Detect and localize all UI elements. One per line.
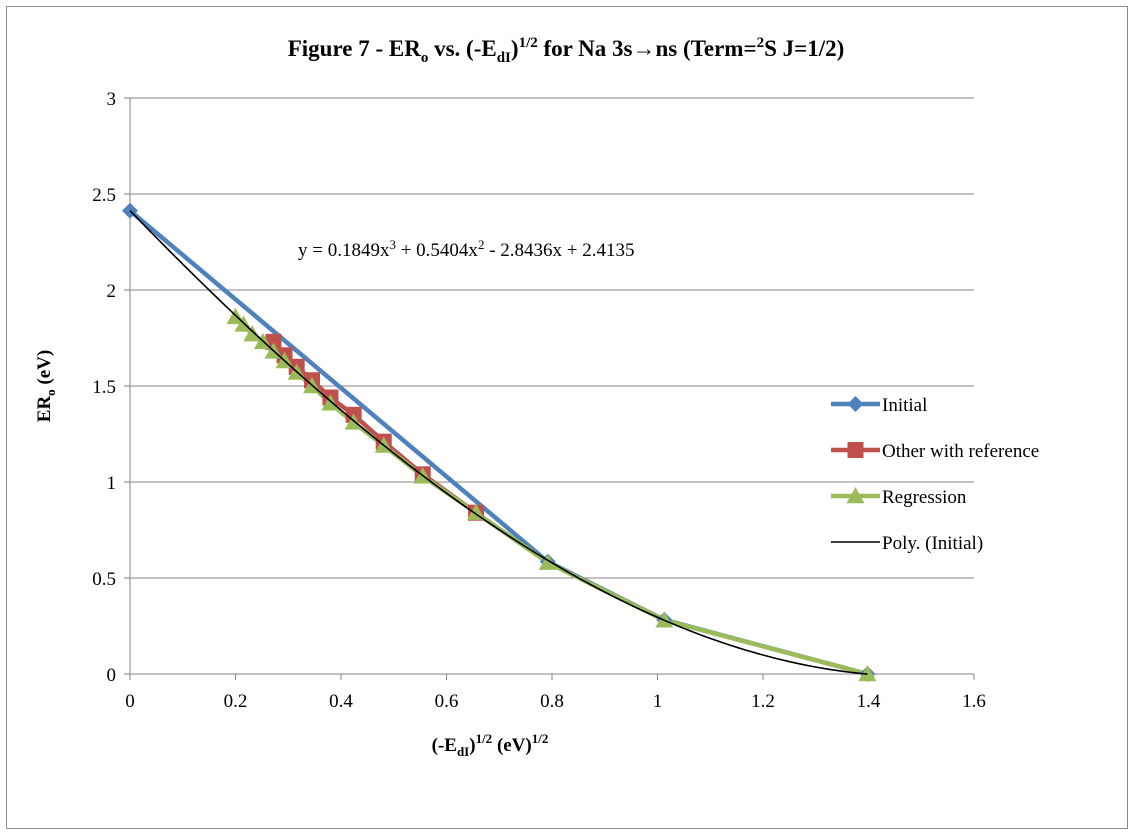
y-tick-label: 0 (107, 665, 117, 686)
x-tick-label: 0 (125, 691, 135, 712)
data-point (467, 503, 486, 520)
y-tick-label: 2 (107, 281, 117, 302)
trendline (129, 210, 868, 675)
y-tick-label: 0.5 (92, 569, 116, 590)
grid-lines (130, 97, 974, 579)
y-tick-label: 3 (107, 89, 117, 110)
y-tick-label: 1 (107, 473, 117, 494)
plot-series (122, 202, 877, 682)
x-tick-label: 0.6 (435, 691, 459, 712)
data-point (858, 665, 877, 682)
legend-marker (847, 442, 864, 458)
data-point (655, 611, 674, 628)
chart-border (6, 6, 1128, 829)
legend-label: Poly. (Initial) (882, 533, 983, 554)
legend-label: Initial (882, 395, 927, 416)
x-tick-label: 0.2 (224, 691, 248, 712)
y-tick-label: 2.5 (92, 185, 116, 206)
x-tick-label: 0.4 (329, 691, 353, 712)
x-tick-label: 0.8 (540, 691, 564, 712)
legend-marker (846, 487, 865, 504)
data-point (243, 325, 262, 342)
trendline-equation: y = 0.1849x3 + 0.5404x2 - 2.8436x + 2.41… (298, 237, 634, 261)
axes: 0 0.5 1 1.5 2 2.5 3 0 0.2 0.4 0.6 0.8 1 1.2 1.4 1.6 (92, 89, 986, 712)
legend: Initial Other with reference Regression Pol… (831, 395, 1039, 554)
legend-label: Regression (882, 487, 967, 508)
legend-marker (847, 396, 864, 412)
legend-label: Other with reference (882, 441, 1039, 462)
x-tick-label: 1.4 (857, 691, 881, 712)
y-tick-label: 1.5 (92, 377, 116, 398)
y-axis-label: ERo (eV) (34, 350, 58, 422)
chart-title: Figure 7 - ERo vs. (-EdI)1/2 for Na 3s→n… (288, 35, 845, 66)
x-tick-label: 1.2 (751, 691, 775, 712)
x-axis-label: (-EdI)1/2 (eV)1/2 (432, 731, 549, 759)
data-point (538, 553, 557, 570)
data-point (321, 394, 340, 411)
x-tick-label: 1.6 (962, 691, 986, 712)
x-tick-label: 1 (653, 691, 663, 712)
